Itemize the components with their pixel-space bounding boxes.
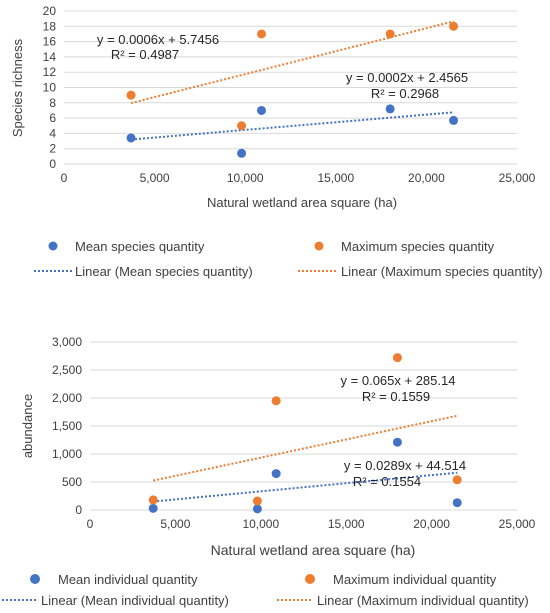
data-point-mean	[385, 104, 395, 114]
y-axis-title: abundance	[20, 394, 35, 458]
trend-equation-mean: y = 0.0289x + 44.514	[344, 458, 466, 473]
legend-label-max: Maximum individual quantity	[333, 572, 497, 587]
data-points	[148, 353, 462, 514]
x-tick-label: 5,000	[160, 517, 190, 531]
y-tick-label: 6	[49, 111, 56, 125]
legend-label-max: Maximum species quantity	[341, 239, 495, 254]
trendline-max	[130, 20, 454, 105]
x-tick-label: 20,000	[413, 517, 450, 531]
x-tick-label: 5,000	[140, 171, 170, 185]
x-tick-label: 10,000	[227, 171, 264, 185]
data-point-max	[148, 495, 158, 505]
y-tick-label: 8	[49, 96, 56, 110]
gridlines	[64, 10, 517, 165]
data-point-mean	[148, 503, 158, 513]
data-point-mean	[392, 437, 402, 447]
data-point-max	[271, 396, 281, 406]
x-axis-title: Natural wetland area square (ha)	[211, 542, 416, 558]
x-tick-label: 15,000	[317, 171, 354, 185]
gridlines	[90, 341, 517, 511]
legend-trend-label-mean: Linear (Mean individual quantity)	[41, 593, 229, 608]
legend-marker-max	[314, 241, 324, 251]
data-point-max	[237, 121, 247, 131]
x-tick-label: 10,000	[242, 517, 279, 531]
legend-marker-mean	[30, 574, 40, 584]
x-tick-labels: 0 5,000 10,000 15,000 20,000 25,000	[87, 517, 536, 531]
data-point-mean	[126, 133, 136, 143]
data-point-mean	[237, 148, 247, 158]
trend-r2-max: R² = 0.1559	[362, 389, 430, 404]
x-axis-title: Natural wetland area square (ha)	[207, 195, 397, 210]
trend-equation-mean: y = 0.0002x + 2.4565	[346, 70, 468, 85]
y-tick-label: 2	[49, 142, 56, 156]
data-points	[126, 21, 459, 158]
trend-r2-mean: R² = 0.1554	[353, 474, 421, 489]
data-point-mean	[449, 115, 459, 125]
y-tick-label: 14	[43, 50, 57, 64]
y-tick-label: 16	[43, 35, 57, 49]
x-tick-labels: 0 5,000 10,000 15,000 20,000 25,000	[61, 171, 536, 185]
trend-equation-max: y = 0.0006x + 5.7456	[97, 32, 219, 47]
y-tick-label: 500	[62, 475, 82, 489]
x-tick-label: 25,000	[499, 517, 536, 531]
legend: Mean individual quantity Maximum individ…	[2, 572, 529, 608]
y-tick-label: 1,000	[52, 447, 82, 461]
legend-trend-label-max: Linear (Maximum individual quantity)	[317, 593, 529, 608]
x-tick-label: 20,000	[408, 171, 445, 185]
chart-abundance: 0 500 1,000 1,500 2,000 2,500 3,000 0 5,000 10,0…	[2, 335, 536, 608]
x-tick-label: 0	[87, 517, 94, 531]
y-tick-label: 2,000	[52, 391, 82, 405]
trendline-mean	[130, 111, 454, 141]
trendlines	[152, 414, 458, 503]
data-point-max	[452, 475, 462, 485]
y-tick-label: 0	[75, 503, 82, 517]
trend-equation-max: y = 0.065x + 285.14	[341, 373, 456, 388]
y-tick-label: 18	[43, 19, 57, 33]
y-tick-label: 20	[43, 4, 57, 18]
data-point-max	[257, 29, 267, 39]
data-point-max	[392, 353, 402, 363]
trend-r2-mean: R² = 0.2968	[371, 86, 439, 101]
x-tick-label: 0	[61, 171, 68, 185]
trend-r2-max: R² = 0.4987	[111, 47, 179, 62]
x-tick-label: 15,000	[328, 517, 365, 531]
legend-trend-label-mean: Linear (Mean species quantity)	[75, 264, 253, 279]
data-point-max	[385, 29, 395, 39]
data-point-mean	[271, 469, 281, 479]
data-point-max	[449, 21, 459, 31]
y-tick-label: 0	[49, 157, 56, 171]
y-tick-labels: 0 500 1,000 1,500 2,000 2,500 3,000	[52, 335, 82, 517]
y-tick-label: 1,500	[52, 419, 82, 433]
legend-label-mean: Mean individual quantity	[58, 572, 198, 587]
y-tick-label: 12	[43, 65, 57, 79]
y-tick-label: 4	[49, 126, 56, 140]
y-axis-title: Species richness	[10, 38, 25, 137]
data-point-mean	[452, 498, 462, 508]
legend: Mean species quantity Maximum species qu…	[34, 239, 543, 279]
y-tick-label: 10	[43, 81, 57, 95]
legend-marker-mean	[48, 241, 58, 251]
legend-trend-label-max: Linear (Maximum species quantity)	[341, 264, 543, 279]
data-point-mean	[252, 504, 262, 514]
trendline-mean	[153, 471, 458, 503]
y-tick-label: 3,000	[52, 335, 82, 349]
data-point-max	[252, 496, 262, 506]
x-tick-label: 25,000	[499, 171, 536, 185]
data-point-max	[126, 90, 136, 100]
data-point-mean	[257, 105, 267, 115]
legend-label-mean: Mean species quantity	[75, 239, 205, 254]
trendlines	[130, 20, 454, 141]
legend-marker-max	[305, 574, 315, 584]
y-tick-label: 2,500	[52, 363, 82, 377]
